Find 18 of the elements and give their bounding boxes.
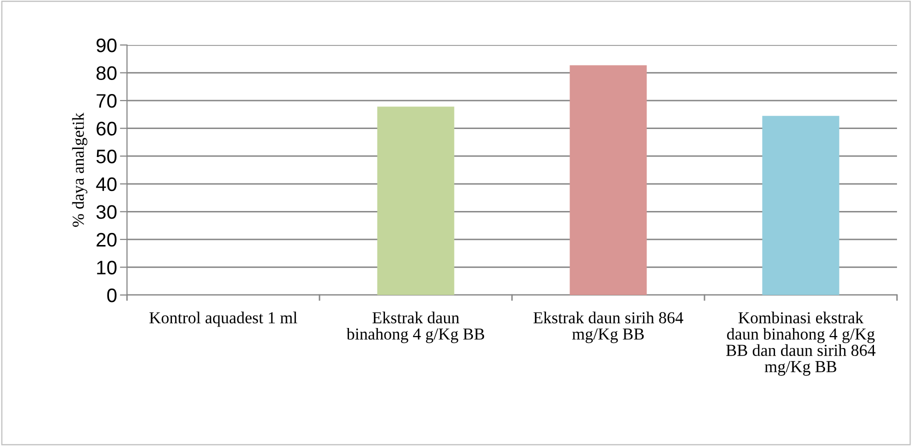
y-tick-label: 30: [96, 205, 117, 219]
x-tick-label: Ekstrak daun sirih 864 mg/Kg BB: [534, 312, 684, 344]
x-tick-label: Kontrol aquadest 1 ml: [149, 312, 298, 327]
y-tick-label: 80: [96, 66, 117, 80]
y-tick-label: 0: [107, 288, 117, 302]
x-tick-label: Ekstrak daun binahong 4 g/Kg BB: [346, 312, 484, 344]
y-tick-label: 40: [96, 177, 117, 192]
y-tick-label: 60: [96, 122, 117, 136]
x-tick-label: Kombinasi ekstrak daun binahong 4 g/Kg BB dan daun sirih 864 mg/Kg BB: [726, 312, 876, 376]
y-tick-label: 10: [97, 260, 117, 274]
bar: [762, 116, 840, 295]
y-tick-label: 70: [96, 94, 117, 108]
bar: [570, 65, 647, 295]
y-axis-title: % daya analgetik: [72, 112, 88, 227]
bar: [377, 106, 454, 295]
y-tick-label: 20: [96, 232, 117, 247]
y-tick-label: 90: [96, 38, 117, 52]
y-tick-label: 50: [96, 150, 117, 164]
